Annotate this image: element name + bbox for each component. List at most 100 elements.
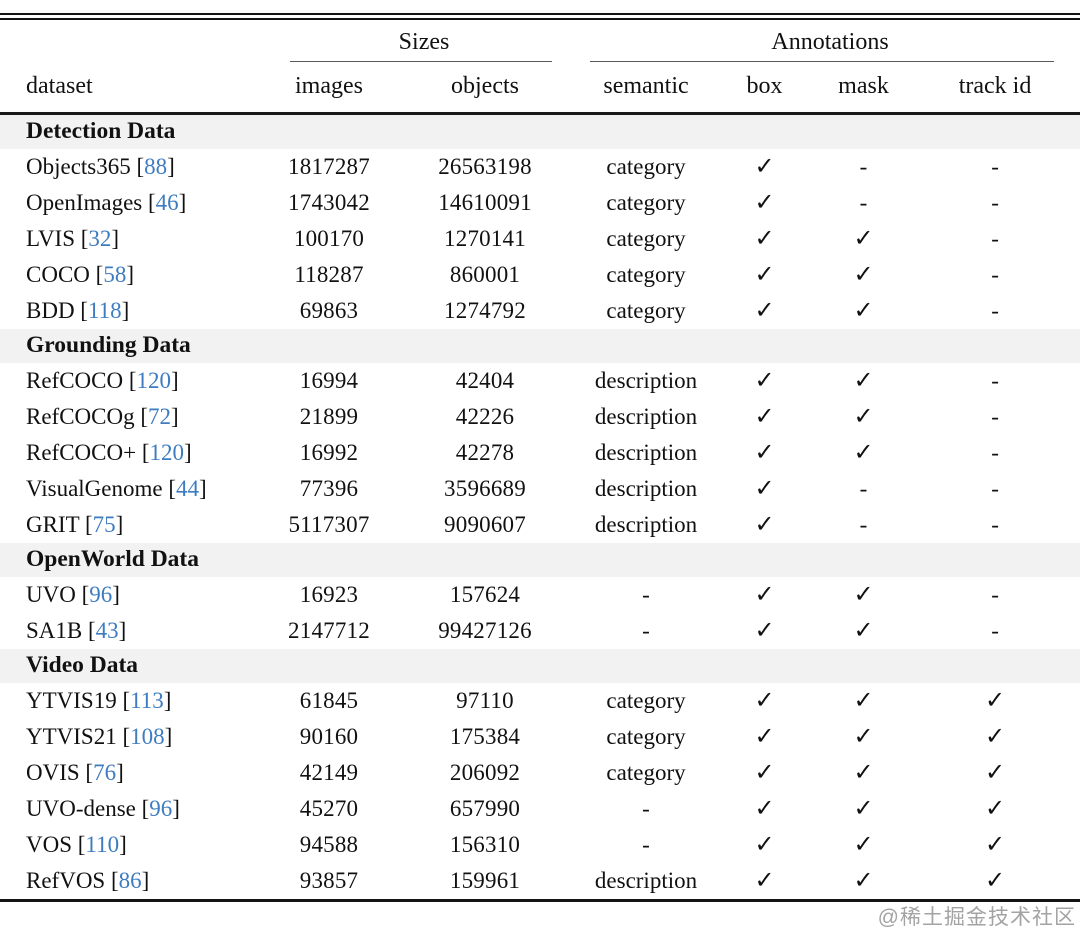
objects-count-cell: 42226 [455,403,515,429]
mask-flag-cell: ✓ [817,755,910,791]
dataset-name-cell: UVO [96] [26,581,120,607]
semantic-type-cell: - [642,617,650,643]
check-mark: ✓ [853,262,874,289]
check-mark: ✓ [853,688,874,715]
dash-mark: - [859,189,868,215]
dataset-name-cell: RefVOS [86] [26,867,150,893]
section-header-row: Detection Data [0,113,1080,149]
box-flag-cell: ✓ [712,827,817,863]
citation-ref-link[interactable]: 120 [136,367,172,393]
images-count-cell: 118287 [294,261,364,287]
column-header-dataset: dataset [26,73,93,100]
dataset-name-cell: VisualGenome [44] [26,475,207,501]
spanner-empty-cell [0,20,268,62]
box-flag-cell: ✓ [712,577,817,613]
semantic-type-cell: - [642,581,650,607]
images-count-cell: 93857 [299,867,359,893]
box-flag-cell: ✓ [712,399,817,435]
column-header-objects: objects [451,73,519,100]
annotations-spanner-label: Annotations [771,28,889,55]
check-mark: ✓ [754,512,775,539]
citation-ref-link[interactable]: 58 [103,261,127,287]
citation-ref-link[interactable]: 76 [93,759,117,785]
citation-ref-link[interactable]: 113 [130,687,164,713]
dash-mark: - [991,617,999,643]
check-mark: ✓ [754,262,775,289]
check-mark: ✓ [853,796,874,823]
dash-mark: - [991,511,999,537]
check-mark: ✓ [754,368,775,395]
images-count-cell: 2147712 [288,617,370,643]
check-mark: ✓ [853,868,874,895]
objects-count-cell: 9090607 [444,511,526,537]
objects-count-cell: 42404 [455,367,515,393]
box-flag-cell: ✓ [712,185,817,221]
dataset-name-cell: OpenImages [46] [26,189,187,215]
citation-ref-link[interactable]: 96 [149,795,173,821]
citation-ref-link[interactable]: 75 [92,511,116,537]
check-mark: ✓ [984,688,1006,715]
table-row: SA1B [43] 2147712 99427126 - ✓ ✓ - [0,613,1080,649]
dataset-name-cell: UVO-dense [96] [26,795,180,821]
table-row: OVIS [76] 42149 206092 category ✓ ✓ ✓ [0,755,1080,791]
box-flag-cell: ✓ [712,471,817,507]
table-row: UVO-dense [96] 45270 657990 - ✓ ✓ ✓ [0,791,1080,827]
check-mark: ✓ [984,796,1006,823]
images-count-cell: 61845 [299,687,359,713]
citation-ref-link[interactable]: 43 [95,617,119,643]
dataset-name-cell: YTVIS19 [113] [26,687,172,713]
citation-ref-link[interactable]: 32 [88,225,112,251]
dataset-name-cell: VOS [110] [26,831,127,857]
table-row: BDD [118] 69863 1274792 category ✓ ✓ - [0,293,1080,329]
dataset-name-cell: OVIS [76] [26,759,124,785]
section-header-row: Grounding Data [0,328,1080,363]
dash-mark: - [991,153,999,179]
dash-mark: - [859,511,868,537]
mask-flag-cell: ✓ [817,399,910,435]
semantic-type-cell: category [606,225,686,251]
citation-ref-link[interactable]: 120 [149,439,185,465]
track-id-flag-cell: - [910,577,1080,613]
images-count-cell: 77396 [299,475,359,501]
check-mark: ✓ [754,760,775,787]
table-row: COCO [58] 118287 860001 category ✓ ✓ - [0,257,1080,293]
dash-mark: - [859,475,868,501]
sizes-spanner-cell: Sizes [268,20,580,62]
dash-mark: - [991,225,999,251]
citation-ref-link[interactable]: 86 [118,867,142,893]
table-row: VisualGenome [44] 77396 3596689 descript… [0,471,1080,507]
dataset-name-cell: YTVIS21 [108] [26,723,173,749]
objects-count-cell: 206092 [449,759,521,785]
spanner-header-row: Sizes Annotations [0,20,1080,62]
citation-ref-link[interactable]: 44 [176,475,199,501]
citation-ref-link[interactable]: 88 [144,153,168,179]
objects-count-cell: 157624 [449,581,521,607]
check-mark: ✓ [853,760,874,787]
column-header-semantic: semantic [603,73,689,100]
annotations-spanner-cell: Annotations [580,20,1080,62]
dataset-name-cell: RefCOCO [120] [26,367,179,393]
check-mark: ✓ [984,868,1006,895]
objects-count-cell: 156310 [449,831,521,857]
citation-ref-link[interactable]: 108 [130,723,165,749]
table-row: UVO [96] 16923 157624 - ✓ ✓ - [0,577,1080,613]
semantic-type-cell: - [642,831,650,857]
table-row: OpenImages [46] 1743042 14610091 categor… [0,185,1080,221]
track-id-flag-cell: - [910,293,1080,329]
citation-ref-link[interactable]: 46 [155,189,179,215]
objects-count-cell: 1274792 [444,297,526,323]
citation-ref-link[interactable]: 96 [89,581,113,607]
check-mark: ✓ [754,298,775,325]
citation-ref-link[interactable]: 110 [85,831,120,857]
dataset-name-cell: RefCOCOg [72] [26,403,179,429]
box-flag-cell: ✓ [712,863,817,899]
dash-mark: - [991,403,999,429]
track-id-flag-cell: - [910,399,1080,435]
check-mark: ✓ [754,688,775,715]
citation-ref-link[interactable]: 72 [148,403,172,429]
citation-ref-link[interactable]: 118 [87,297,122,323]
dataset-name-cell: RefCOCO+ [120] [26,439,192,465]
check-mark: ✓ [853,226,874,253]
mask-flag-cell: ✓ [817,791,910,827]
box-flag-cell: ✓ [712,435,817,471]
